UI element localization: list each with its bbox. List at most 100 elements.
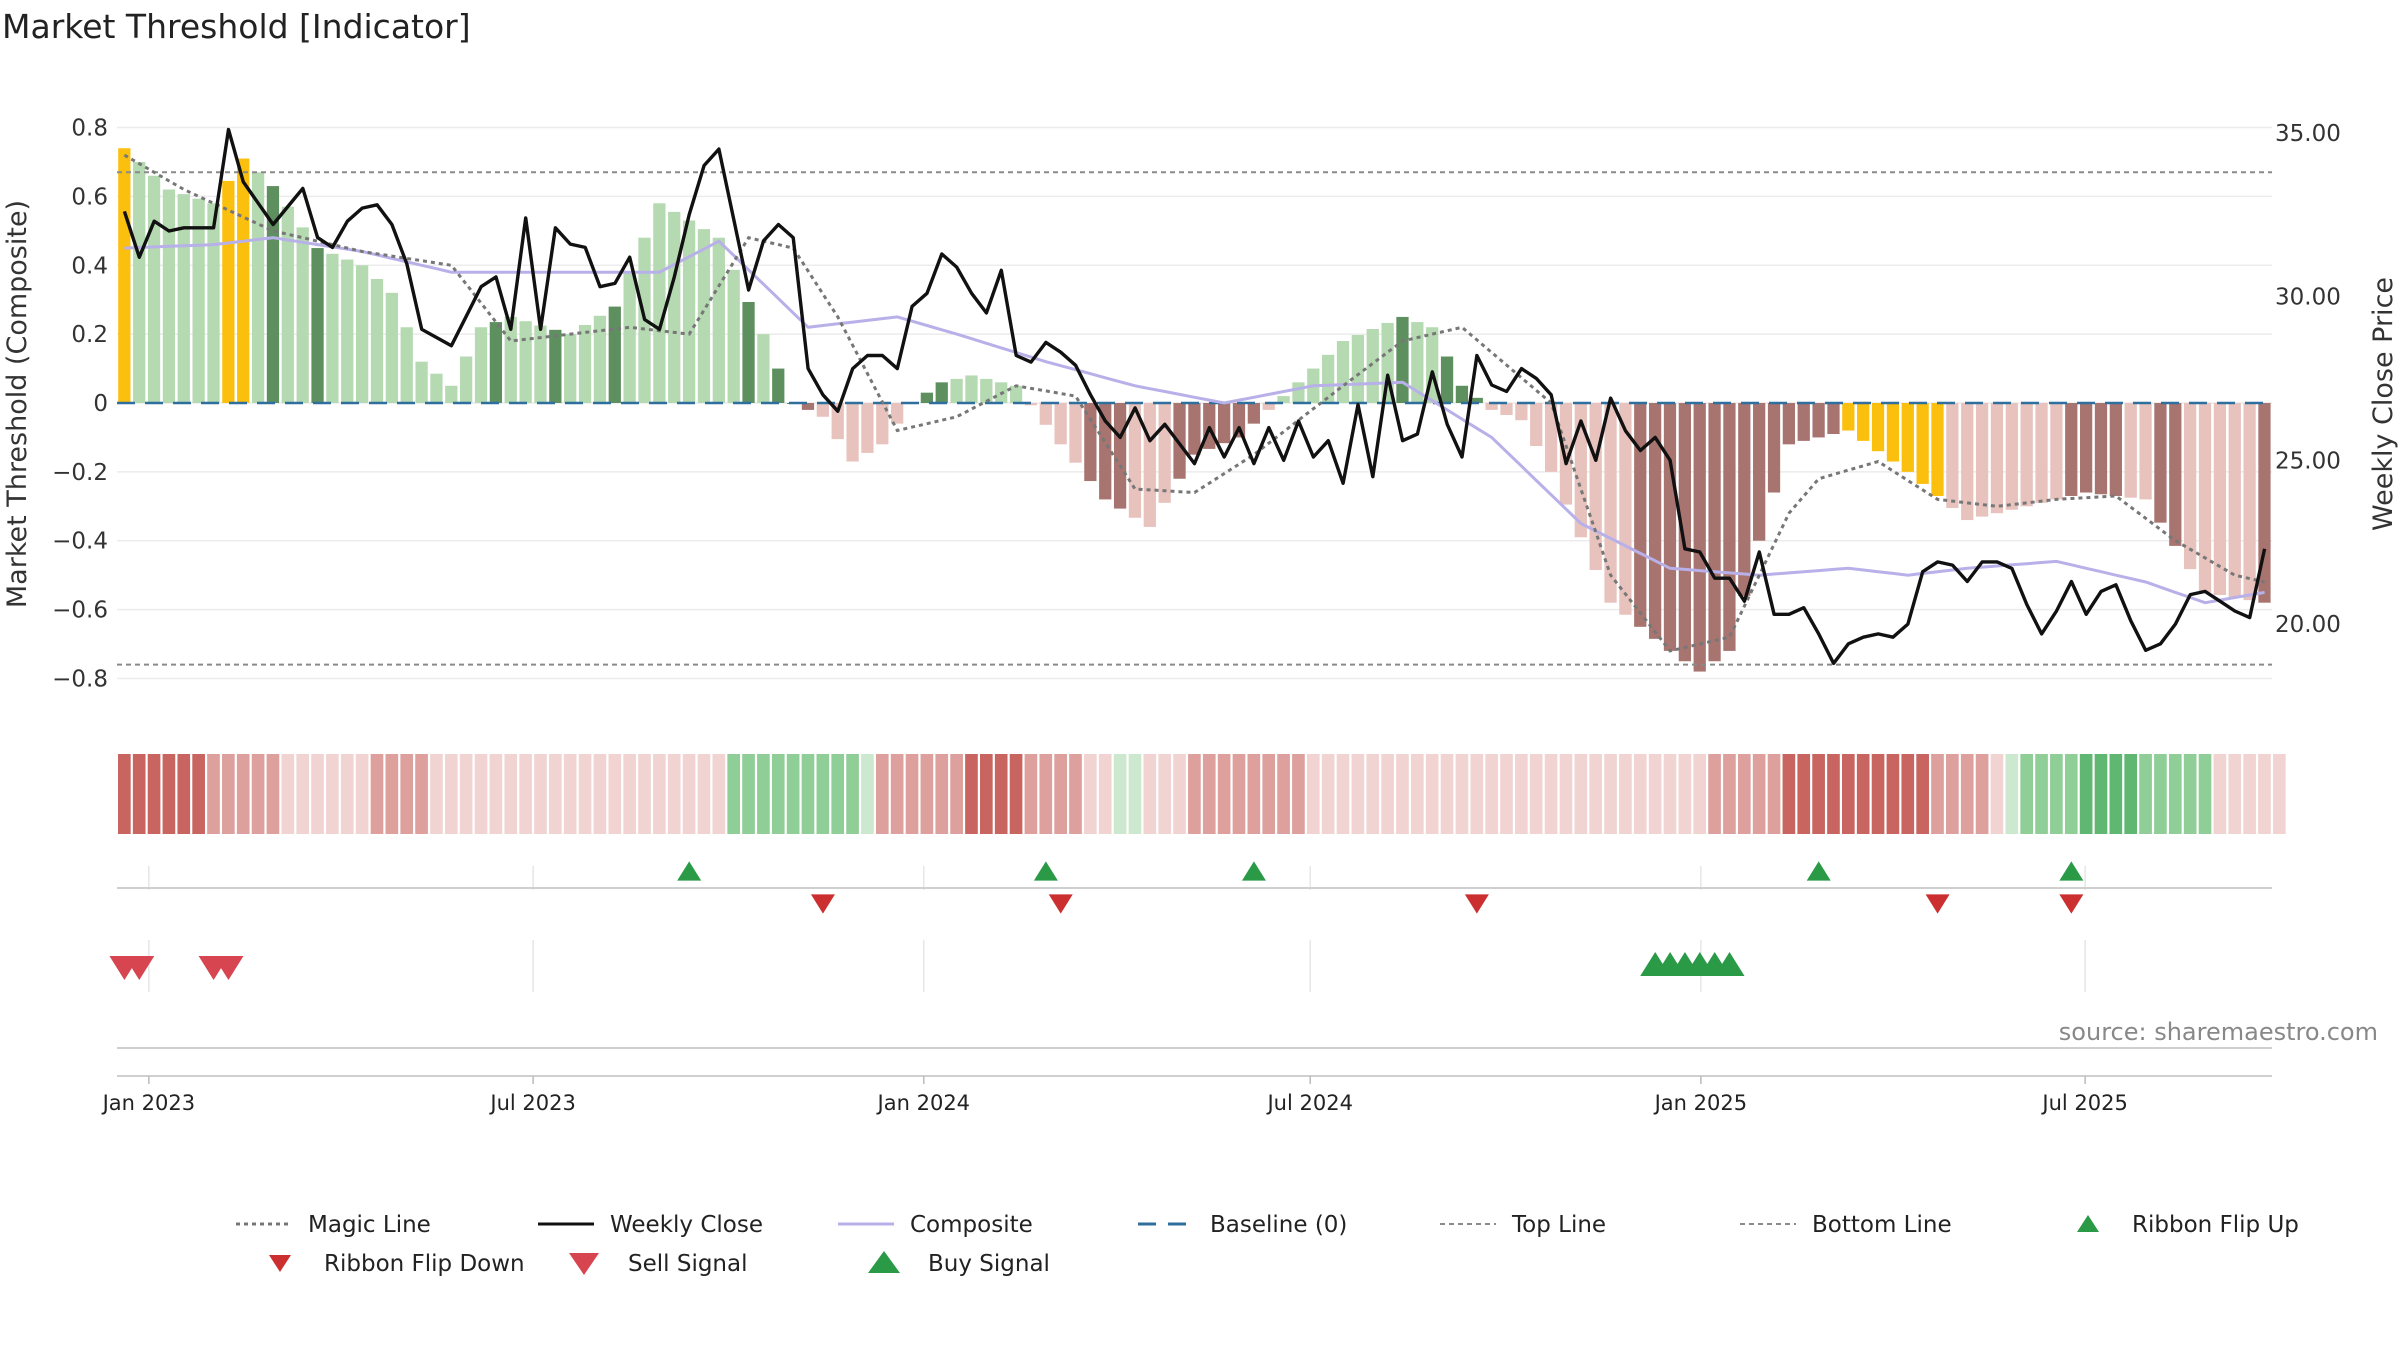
ribbon-cell [742,754,755,834]
ribbon-cell [1797,754,1811,834]
ribbon-cell [1901,754,1915,834]
ribbon-cell [2050,754,2063,834]
composite-bar [341,259,354,403]
composite-bars [118,148,2271,672]
x-tick-label: Jul 2023 [488,1091,575,1115]
ribbon-cell [1589,754,1603,834]
composite-bar [311,248,324,403]
ribbon-cell [980,754,993,834]
composite-bar [1812,403,1825,438]
composite-bar [831,403,844,440]
composite-bar [623,272,636,403]
ribbon-cell [1277,754,1290,834]
composite-bar [1247,403,1260,424]
composite-bar [1723,403,1736,651]
ribbon-cell [2109,754,2123,834]
signal-markers [109,861,2084,980]
ribbon-cell [1024,754,1038,834]
ribbon-cell [2183,754,2197,834]
ribbon-cell [1351,754,1365,834]
ribbon-cell [2020,754,2034,834]
ribbon-flip-up-marker [1033,861,1058,881]
composite-bar [1455,385,1469,403]
composite-bar [1559,403,1573,505]
ribbon-cell [831,754,845,834]
composite-bar [1515,403,1528,421]
composite-bar [1574,403,1587,538]
composite-bar [2198,403,2212,593]
composite-bar [1544,403,1558,472]
ribbon-cell [459,754,473,834]
ribbon-cell [2213,754,2227,834]
composite-bar [162,189,176,403]
chart-title: Market Threshold [Indicator] [2,7,471,46]
ribbon-cell [727,754,741,834]
composite-bar [608,306,621,403]
composite-bar [1975,403,1989,517]
composite-bar [757,334,770,403]
composite-bar [668,211,681,403]
ribbon-cell [563,754,577,834]
composite-bar [326,253,339,403]
ribbon-cell [1737,754,1751,834]
ribbon-cell [608,754,622,834]
composite-bar [281,206,294,403]
composite-bar [1500,403,1513,416]
ribbon-cell [1544,754,1558,834]
composite-bar [1113,403,1127,509]
y-tick-label: −0.2 [52,460,108,486]
composite-bar [474,327,488,403]
ribbon-cell [147,754,161,834]
legend-label: Buy Signal [928,1251,1050,1277]
ribbon-cell [1336,754,1350,834]
composite-bar [1634,403,1647,627]
ribbon-cell [1827,754,1840,834]
composite-bar [2258,403,2271,603]
legend-item-flip-down: Ribbon Flip Down [269,1251,525,1277]
ribbon-cell [504,754,518,834]
legend-item-top-line: Top Line [1440,1212,1606,1238]
legend-item-baseline: Baseline (0) [1138,1212,1347,1238]
ribbon-cell [236,754,250,834]
ribbon-cell [801,754,815,834]
ribbon-cell [638,754,651,834]
composite-bar [251,172,265,403]
composite-bar [1738,403,1751,596]
ribbon-cell [578,754,592,834]
composite-bar [1619,403,1632,615]
composite-bar [1678,403,1691,662]
ribbon-cell [489,754,503,834]
composite-bar [1039,403,1052,425]
composite-bar [1366,328,1379,403]
ribbon-cell [2243,754,2256,834]
ribbon-cell [1856,754,1870,834]
composite-bar [727,269,740,403]
ribbon-cell [905,754,919,834]
ribbon-cell [861,754,874,834]
composite-bar [1128,403,1142,518]
composite-bar [415,361,428,403]
ribbon-cell [2005,754,2019,834]
y2-tick-label: 20.00 [2275,612,2341,638]
composite-bar [147,175,161,403]
composite-bar [1857,403,1870,441]
composite-bar [1886,403,1900,462]
composite-bar [578,324,592,403]
composite-bar [1604,403,1617,603]
ribbon-cell [1113,754,1127,834]
composite-bar [549,329,562,403]
ribbon-strip [118,754,2286,834]
composite-bar [2050,403,2063,500]
composite-bar [891,403,904,424]
ribbon-cell [1559,754,1573,834]
ribbon-cell [192,754,205,834]
ribbon-cell [162,754,176,834]
ribbon-cell [534,754,547,834]
ribbon-cell [1975,754,1989,834]
ribbon-flip-up-marker [1806,861,1831,881]
ribbon-cell [757,754,770,834]
ribbon-flip-up-marker [677,861,702,881]
gridlines [117,126,2272,992]
ribbon-cell [370,754,384,834]
